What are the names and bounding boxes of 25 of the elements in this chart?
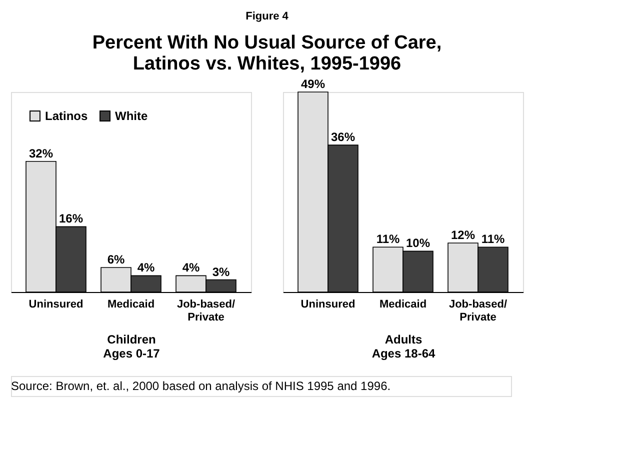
- x-tick-label: Job-based/ Private: [176, 298, 236, 324]
- x-tick-label: Uninsured: [28, 298, 84, 310]
- x-tick-label: Medicaid: [379, 298, 427, 310]
- legend-label: Latinos: [45, 109, 88, 123]
- chart-title: Figure 4: [246, 10, 290, 22]
- x-tick-label: Job-based/ Private: [448, 298, 508, 324]
- x-axis-title: Adults Ages 18-64: [372, 332, 436, 360]
- data-label: 11%: [481, 232, 506, 246]
- x-axis-title: Children Ages 0-17: [103, 332, 160, 360]
- data-label: 16%: [58, 212, 84, 226]
- data-label: 12%: [450, 228, 476, 242]
- data-label: 49%: [300, 77, 326, 91]
- chart-subtitle: Percent With No Usual Source of Care, Latinos vs. Whites, 1995-1996: [92, 32, 442, 74]
- data-label: 3%: [212, 264, 230, 279]
- data-label: 4%: [137, 260, 155, 275]
- source-note: Source: Brown, et. al., 2000 based on analysis of NHIS 1995 and 1996.: [11, 379, 391, 393]
- data-label: 32%: [28, 146, 54, 160]
- legend-label: White: [115, 109, 148, 123]
- data-label: 10%: [406, 236, 430, 250]
- data-label: 4%: [182, 260, 200, 275]
- data-label: 6%: [107, 252, 125, 267]
- data-label: 11%: [376, 232, 400, 246]
- x-tick-label: Medicaid: [107, 298, 155, 310]
- data-label: 36%: [330, 130, 356, 144]
- x-tick-label: Uninsured: [300, 298, 356, 310]
